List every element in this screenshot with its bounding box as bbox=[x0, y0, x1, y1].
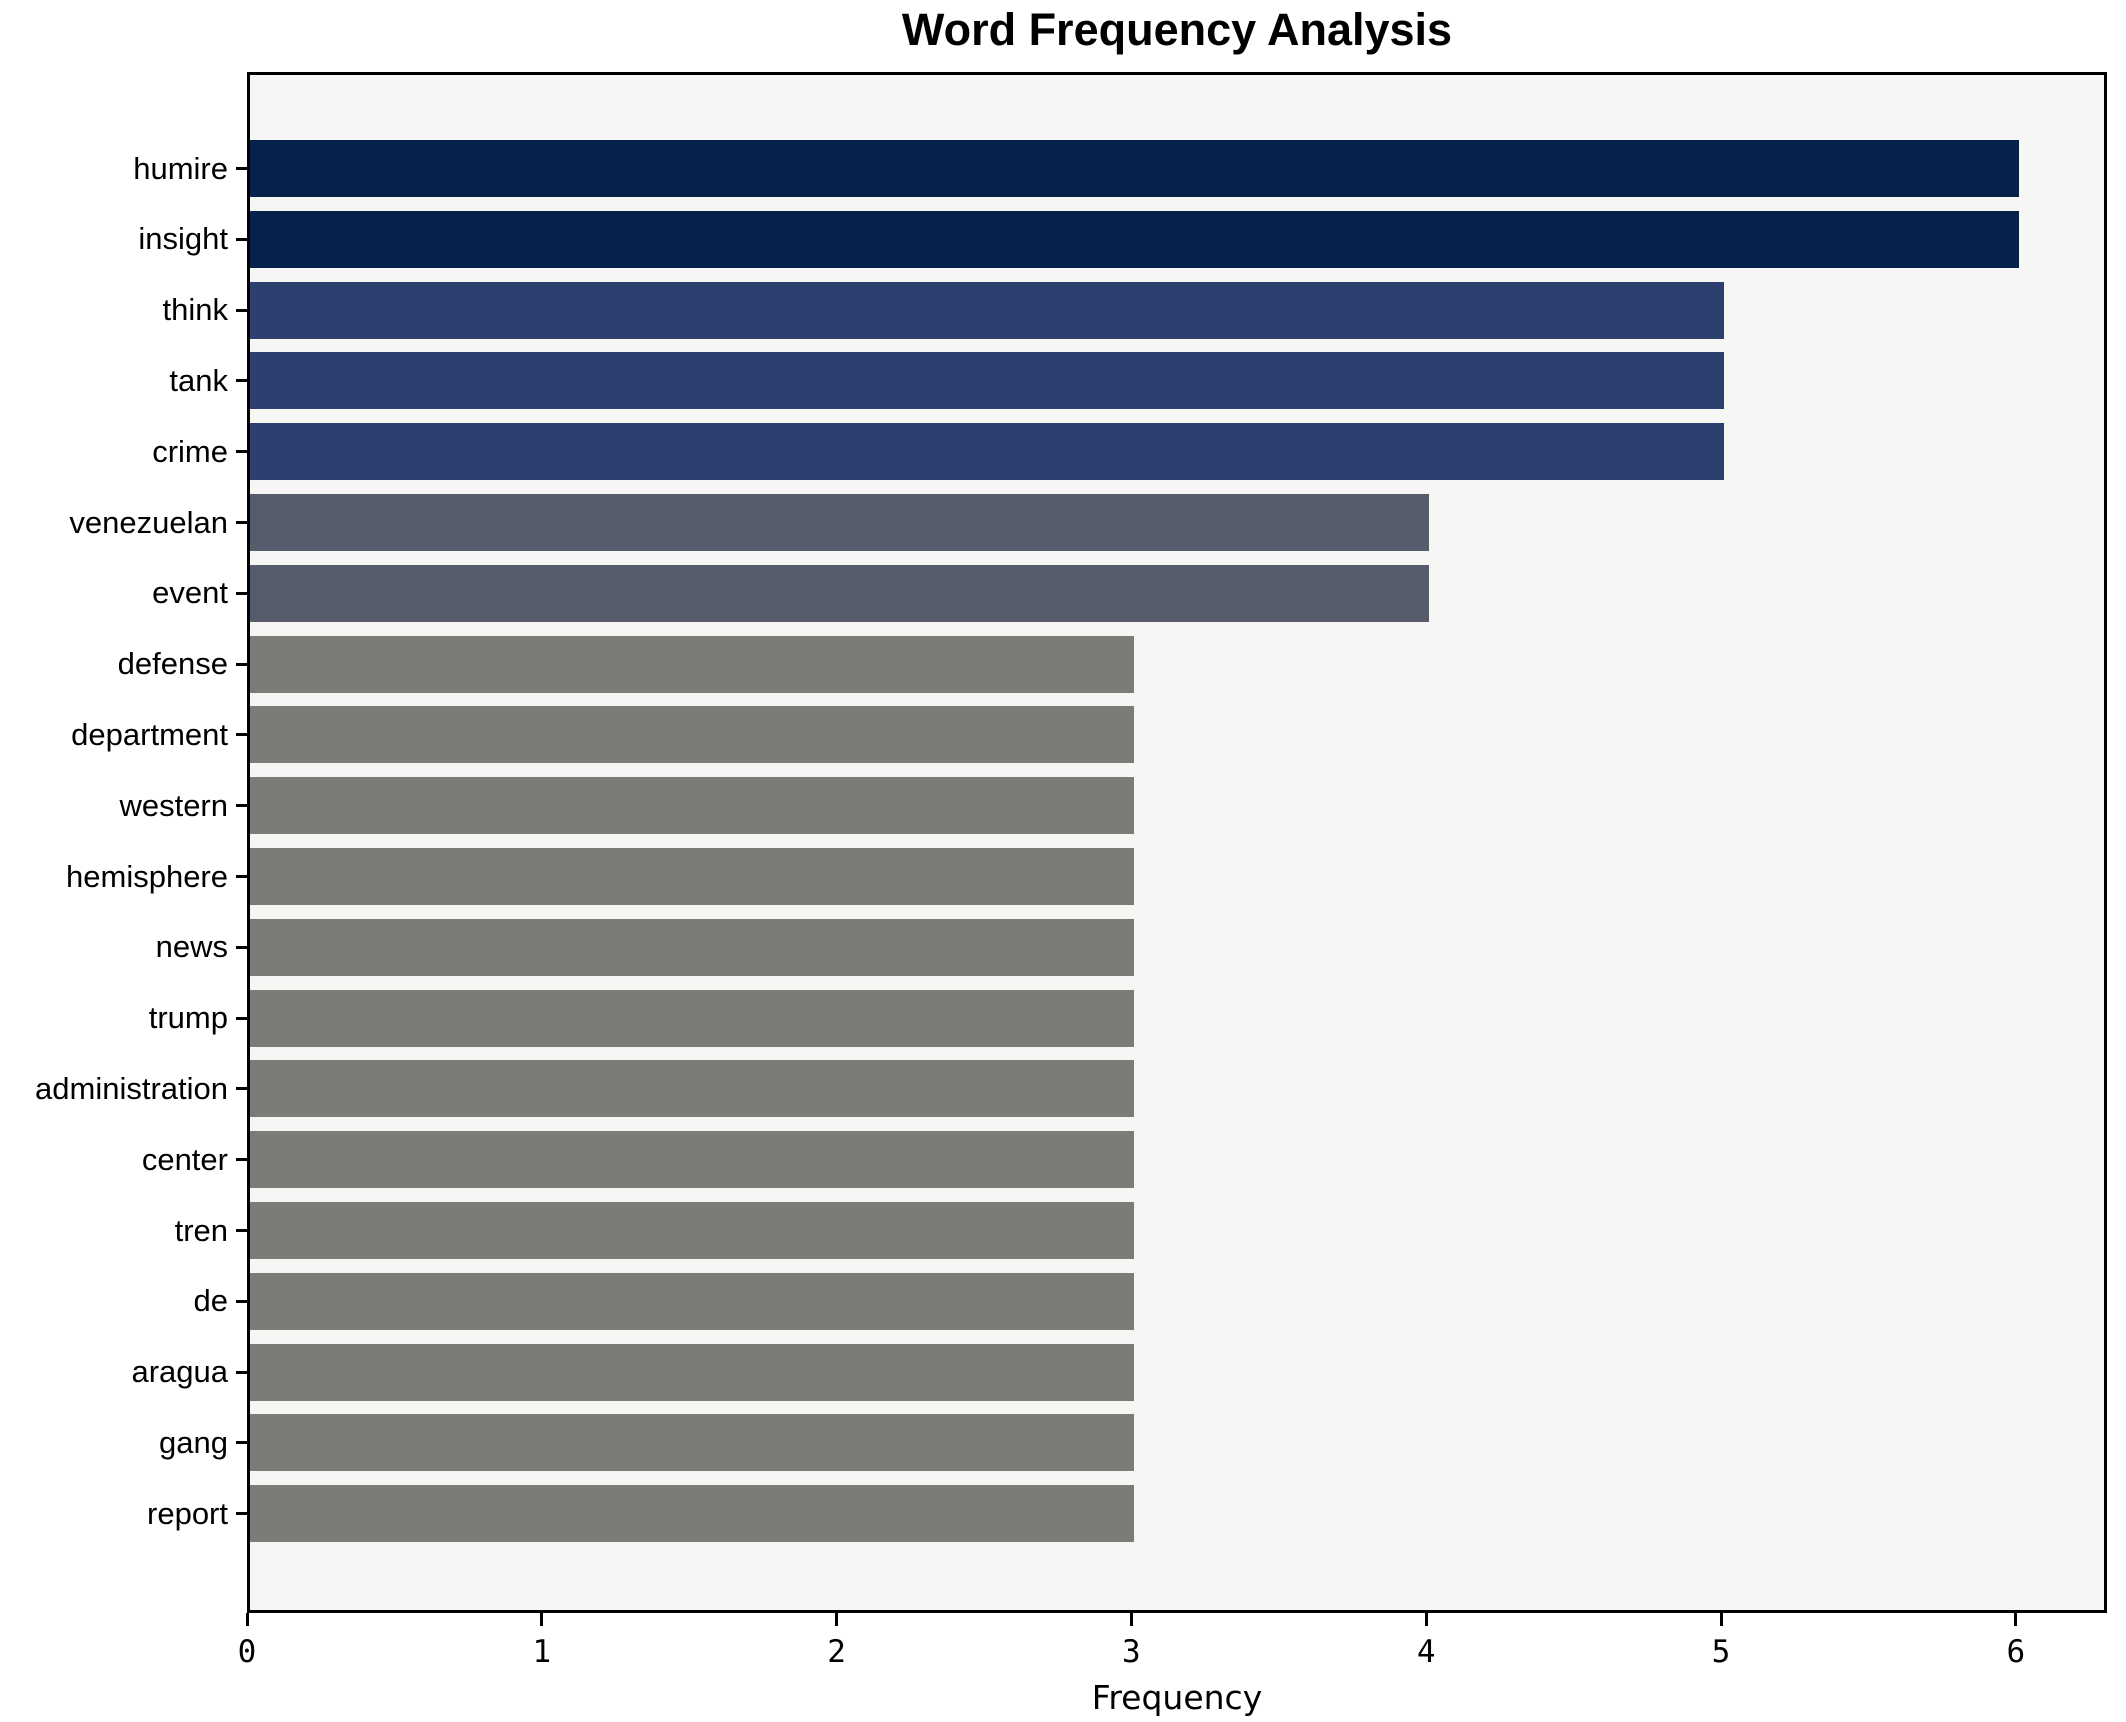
bar-news bbox=[250, 918, 1135, 976]
y-tick-mark bbox=[236, 1016, 247, 1020]
bar-tren bbox=[250, 1202, 1135, 1259]
bar-defense bbox=[250, 635, 1135, 693]
y-tick-mark bbox=[236, 379, 247, 383]
y-axis-label-center: center bbox=[141, 1141, 228, 1177]
y-axis-label-gang: gang bbox=[159, 1424, 228, 1460]
bar-trump bbox=[250, 989, 1135, 1047]
bar-event bbox=[250, 564, 1429, 622]
bar-humire bbox=[250, 140, 2019, 197]
y-axis-label-venezuelan: venezuelan bbox=[69, 504, 228, 540]
bar-insight bbox=[250, 210, 2019, 268]
y-tick-mark bbox=[236, 237, 247, 241]
x-tick-label-2: 2 bbox=[827, 1634, 846, 1670]
bar-western bbox=[250, 777, 1135, 835]
y-tick-mark bbox=[236, 945, 247, 949]
y-tick-mark bbox=[236, 662, 247, 666]
y-axis-label-think: think bbox=[162, 292, 228, 328]
y-tick-mark bbox=[236, 521, 247, 524]
y-axis-label-tren: tren bbox=[174, 1212, 228, 1248]
bar-administration bbox=[250, 1060, 1135, 1118]
x-tick-mark bbox=[835, 1613, 839, 1626]
y-tick-mark bbox=[236, 308, 247, 312]
bar-hemisphere bbox=[250, 848, 1135, 905]
plot-area bbox=[247, 72, 2107, 1613]
y-axis-label-tank: tank bbox=[169, 362, 228, 398]
x-tick-label-6: 6 bbox=[2006, 1634, 2026, 1670]
bar-gang bbox=[250, 1414, 1135, 1472]
bar-aragua bbox=[250, 1343, 1135, 1401]
x-tick-label-1: 1 bbox=[532, 1634, 552, 1670]
y-tick-mark bbox=[236, 1229, 247, 1232]
y-tick-mark bbox=[236, 804, 247, 808]
bar-venezuelan bbox=[250, 494, 1429, 551]
x-tick-mark bbox=[245, 1613, 249, 1626]
chart-title: Word Frequency Analysis bbox=[901, 4, 1453, 55]
y-tick-mark bbox=[236, 450, 247, 454]
x-tick-mark bbox=[1424, 1613, 1428, 1626]
x-tick-label-4: 4 bbox=[1416, 1634, 1436, 1670]
bar-crime bbox=[250, 423, 1724, 481]
y-axis-label-administration: administration bbox=[35, 1070, 228, 1106]
bar-report bbox=[250, 1485, 1135, 1543]
x-tick-label-5: 5 bbox=[1711, 1634, 1731, 1670]
y-axis-label-de: de bbox=[193, 1283, 228, 1319]
x-tick-mark bbox=[2014, 1613, 2018, 1626]
x-tick-mark bbox=[1719, 1613, 1723, 1626]
y-axis-label-western: western bbox=[119, 787, 228, 823]
y-tick-mark bbox=[236, 1512, 247, 1516]
y-axis-label-defense: defense bbox=[117, 646, 228, 682]
y-axis-label-department: department bbox=[71, 716, 228, 752]
bar-tank bbox=[250, 352, 1724, 410]
y-axis-label-hemisphere: hemisphere bbox=[66, 858, 228, 894]
y-axis-label-aragua: aragua bbox=[131, 1354, 228, 1390]
y-axis-label-trump: trump bbox=[148, 1000, 228, 1036]
y-tick-mark bbox=[236, 591, 247, 595]
y-axis-label-news: news bbox=[155, 929, 228, 965]
x-tick-label-0: 0 bbox=[237, 1634, 257, 1670]
y-tick-mark bbox=[236, 1370, 247, 1374]
bar-department bbox=[250, 706, 1135, 764]
y-tick-mark bbox=[236, 1299, 247, 1303]
x-tick-label-3: 3 bbox=[1122, 1634, 1141, 1670]
y-axis-label-report: report bbox=[147, 1495, 228, 1531]
y-axis-label-insight: insight bbox=[138, 221, 228, 257]
y-tick-mark bbox=[236, 1087, 247, 1091]
y-tick-mark bbox=[236, 1441, 247, 1445]
bar-think bbox=[250, 281, 1724, 339]
y-axis-label-humire: humire bbox=[133, 150, 228, 186]
bar-center bbox=[250, 1131, 1135, 1189]
y-axis-label-event: event bbox=[152, 575, 228, 611]
y-tick-mark bbox=[236, 733, 247, 737]
y-tick-mark bbox=[236, 875, 247, 878]
bar-de bbox=[250, 1272, 1135, 1330]
x-axis-title: Frequency bbox=[1091, 1678, 1263, 1717]
x-tick-mark bbox=[540, 1613, 544, 1626]
y-tick-mark bbox=[236, 1158, 247, 1162]
x-tick-mark bbox=[1129, 1613, 1133, 1626]
y-tick-mark bbox=[236, 167, 247, 170]
y-axis-label-crime: crime bbox=[152, 433, 228, 469]
